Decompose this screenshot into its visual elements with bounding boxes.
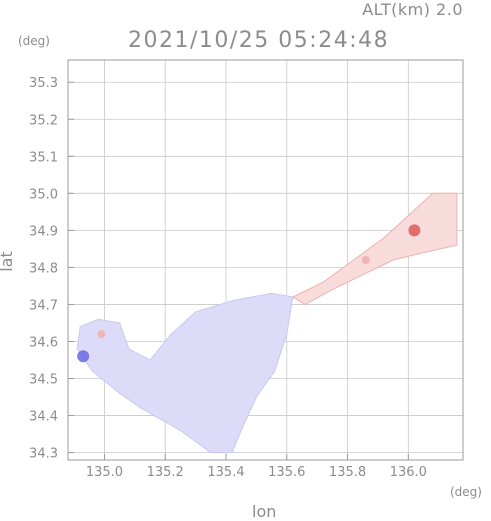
y-tick-label: 34.7 <box>29 298 58 313</box>
hotspot-positive <box>361 256 370 264</box>
y-tick-label: 34.3 <box>29 447 58 462</box>
y-tick-label: 34.5 <box>29 373 58 388</box>
y-tick-label: 35.2 <box>29 113 58 128</box>
hotspot-positive <box>97 330 106 339</box>
hotspot-negative <box>77 350 90 363</box>
x-axis-label: lon <box>252 502 277 521</box>
y-tick-label: 34.8 <box>29 261 58 276</box>
hotspot-positive <box>408 224 421 237</box>
region-river-channel <box>291 192 458 305</box>
x-tick-label: 135.6 <box>268 465 305 480</box>
x-tick-label: 135.4 <box>207 465 244 480</box>
y-tick-label: 35.1 <box>29 150 58 165</box>
y-tick-label: 34.9 <box>29 224 58 239</box>
x-tick-label: 135.8 <box>329 465 366 480</box>
y-tick-label: 34.6 <box>29 335 58 350</box>
x-unit-label: (deg) <box>450 485 482 499</box>
plot-frame <box>67 59 464 461</box>
y-tick-label: 34.4 <box>29 410 58 425</box>
x-tick-label: 135.2 <box>147 465 184 480</box>
x-tick-label: 135.0 <box>86 465 123 480</box>
y-unit-label: (deg) <box>18 34 50 48</box>
x-tick-label: 136.0 <box>390 465 427 480</box>
altitude-label: ALT(km) 2.0 <box>362 0 463 19</box>
y-tick-label: 35.3 <box>29 76 58 91</box>
timestamp-title: 2021/10/25 05:24:48 <box>128 28 390 53</box>
region-bay-main <box>76 292 294 454</box>
y-tick-label: 35.0 <box>29 187 58 202</box>
